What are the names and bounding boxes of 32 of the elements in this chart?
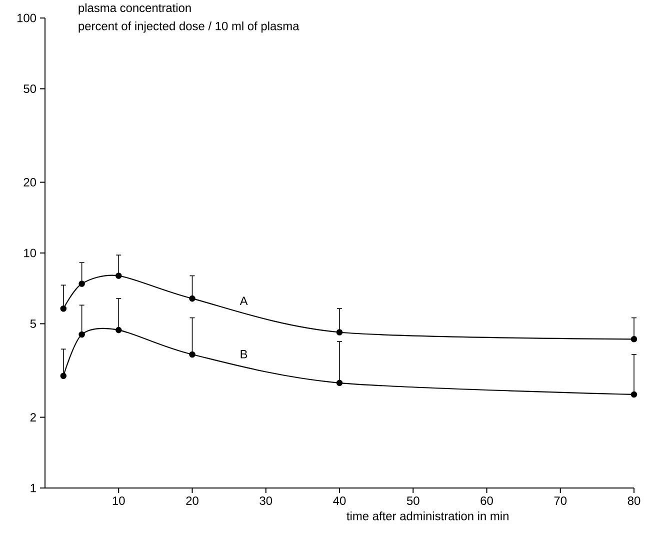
point (189, 295, 196, 302)
y-tick-label: 1 (30, 484, 36, 492)
point (336, 329, 343, 336)
point (115, 326, 122, 334)
point (60, 305, 67, 312)
point (189, 351, 196, 358)
point (78, 331, 85, 338)
x-tick-label: 60 (480, 496, 493, 505)
x-tick-label: 80 (628, 496, 640, 505)
annotation: percent of injected dose / 10 ml of plasma (78, 22, 300, 33)
y-tick-label: 20 (24, 178, 36, 186)
point (630, 336, 638, 342)
y-axis-title: plasma concentration (78, 3, 191, 14)
y-tick-label: 5 (30, 320, 36, 328)
y-tick-label: 2 (30, 413, 36, 422)
x-tick-label: 50 (406, 496, 420, 505)
x-axis-title: time after administration in min (346, 512, 508, 520)
x-tick-label: 70 (554, 496, 567, 505)
point (78, 280, 85, 287)
series-label: B (240, 350, 248, 358)
x-tick-label: 30 (260, 496, 272, 505)
x-tick-label: 10 (112, 496, 125, 505)
x-tick-label: 20 (186, 496, 198, 505)
point (60, 372, 67, 380)
x-tick-label: 40 (333, 496, 346, 505)
y-tick-label: 100 (17, 14, 36, 22)
point (115, 272, 122, 279)
point (336, 380, 343, 386)
y-tick-label: 10 (24, 248, 36, 258)
y-tick-label: 50 (24, 84, 36, 93)
series-label: A (240, 296, 248, 305)
point (630, 391, 638, 398)
